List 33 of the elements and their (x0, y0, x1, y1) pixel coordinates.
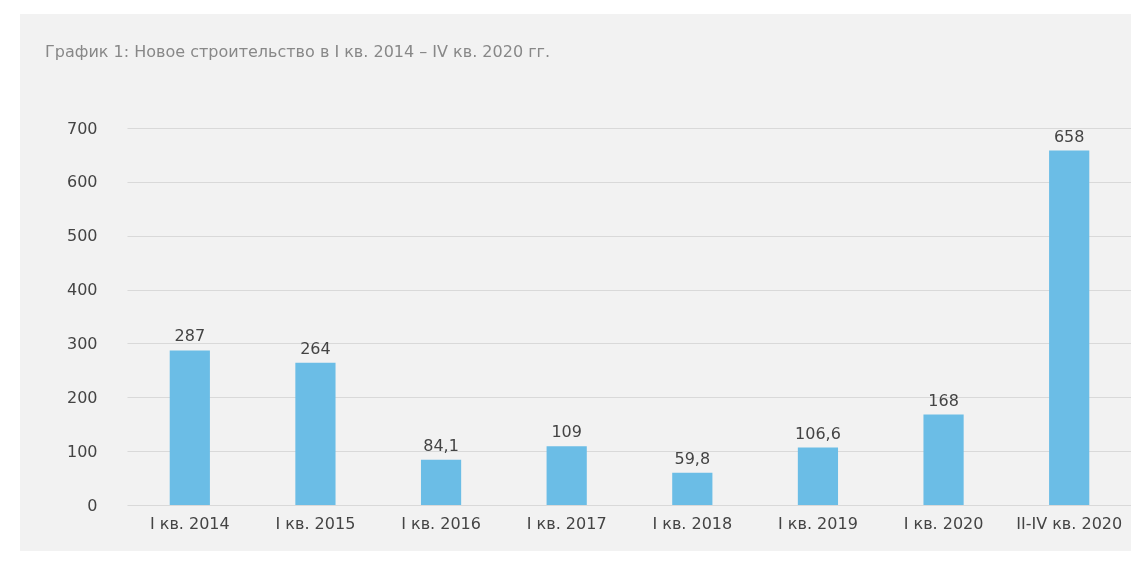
bar (420, 459, 462, 505)
y-tick-label: 700 (66, 118, 98, 138)
chart-title: График 1: Новое строительство в I кв. 2014 – IV кв. 2020 гг. (45, 42, 551, 61)
data-label: 168 (928, 390, 959, 410)
data-label: 106,6 (795, 423, 841, 443)
bar (169, 350, 210, 505)
data-label: 109 (551, 422, 582, 442)
bar (797, 447, 839, 505)
bar (1049, 150, 1090, 505)
x-tick-label: I кв. 2019 (778, 513, 858, 533)
bar (923, 414, 964, 505)
y-tick-label: 100 (66, 441, 98, 461)
x-tick-label: I кв. 2017 (526, 513, 607, 533)
y-tick-label: 400 (66, 280, 98, 300)
y-tick-label: 300 (66, 333, 98, 353)
x-tick-label: II-IV кв. 2020 (1016, 513, 1123, 533)
x-tick-label: I кв. 2016 (401, 513, 481, 533)
data-label: 84,1 (423, 435, 459, 455)
x-tick-label: I кв. 2014 (149, 513, 230, 533)
y-tick-label: 200 (66, 387, 98, 407)
y-tick-label: 600 (66, 172, 98, 192)
bar (295, 362, 336, 505)
y-tick-label: 500 (66, 226, 98, 246)
data-label: 264 (300, 338, 331, 358)
x-tick-label: I кв. 2020 (903, 513, 984, 533)
bar (672, 472, 713, 505)
x-tick-label: I кв. 2015 (275, 513, 356, 533)
data-label: 658 (1053, 126, 1085, 146)
y-tick-label: 0 (87, 495, 98, 515)
bar (546, 446, 587, 505)
data-label: 287 (174, 326, 206, 346)
data-label: 59,8 (674, 448, 711, 468)
x-tick-label: I кв. 2018 (652, 513, 733, 533)
